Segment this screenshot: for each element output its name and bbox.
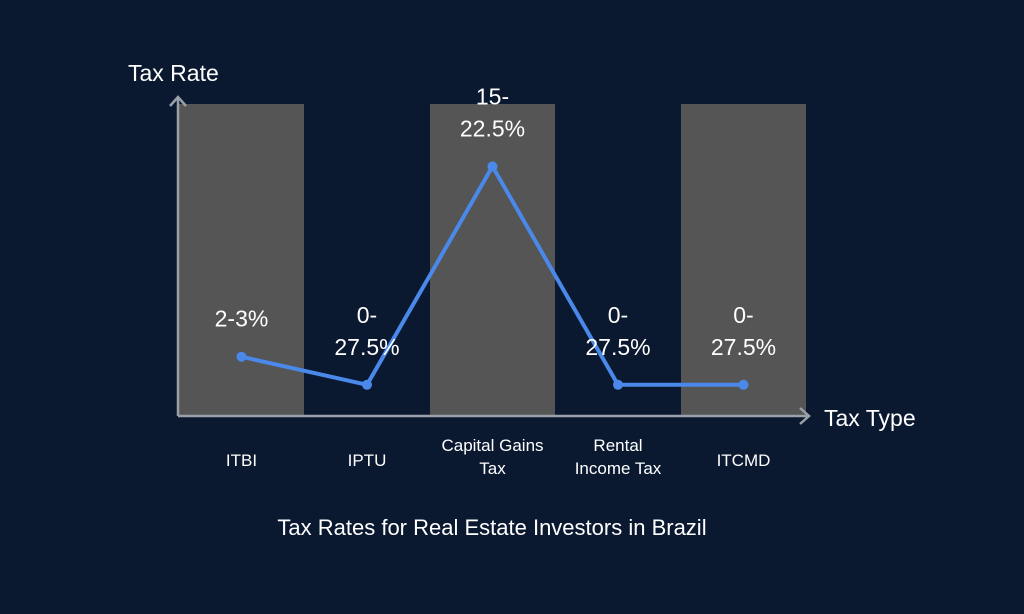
data-point <box>362 379 372 390</box>
data-point <box>236 351 247 362</box>
data-label: 0- <box>733 302 753 328</box>
category-label: ITBI <box>226 451 257 470</box>
bar <box>681 104 806 416</box>
bar <box>430 104 555 416</box>
data-label: 22.5% <box>460 115 525 141</box>
x-axis-label: Tax Type <box>824 405 916 431</box>
category-label: Tax <box>479 459 506 478</box>
category-label: Rental <box>593 436 642 455</box>
data-label: 27.5% <box>711 334 776 360</box>
x-axis-arrow-icon <box>799 407 811 425</box>
bar <box>179 104 304 416</box>
data-label: 15- <box>476 83 509 109</box>
data-label: 27.5% <box>334 334 399 360</box>
category-label: ITCMD <box>717 451 771 470</box>
y-axis-label: Tax Rate <box>128 60 219 86</box>
category-label: IPTU <box>348 451 387 470</box>
data-point <box>487 161 498 172</box>
data-label: 27.5% <box>585 334 650 360</box>
chart-title: Tax Rates for Real Estate Investors in B… <box>277 515 706 540</box>
data-label: 0- <box>608 302 628 328</box>
category-label: Capital Gains <box>441 436 543 455</box>
data-point <box>613 379 623 390</box>
data-label: 0- <box>357 302 377 328</box>
data-label: 2-3% <box>215 306 269 332</box>
data-point <box>738 379 749 390</box>
y-axis-arrow-icon <box>169 95 187 107</box>
category-label: Income Tax <box>575 459 662 478</box>
